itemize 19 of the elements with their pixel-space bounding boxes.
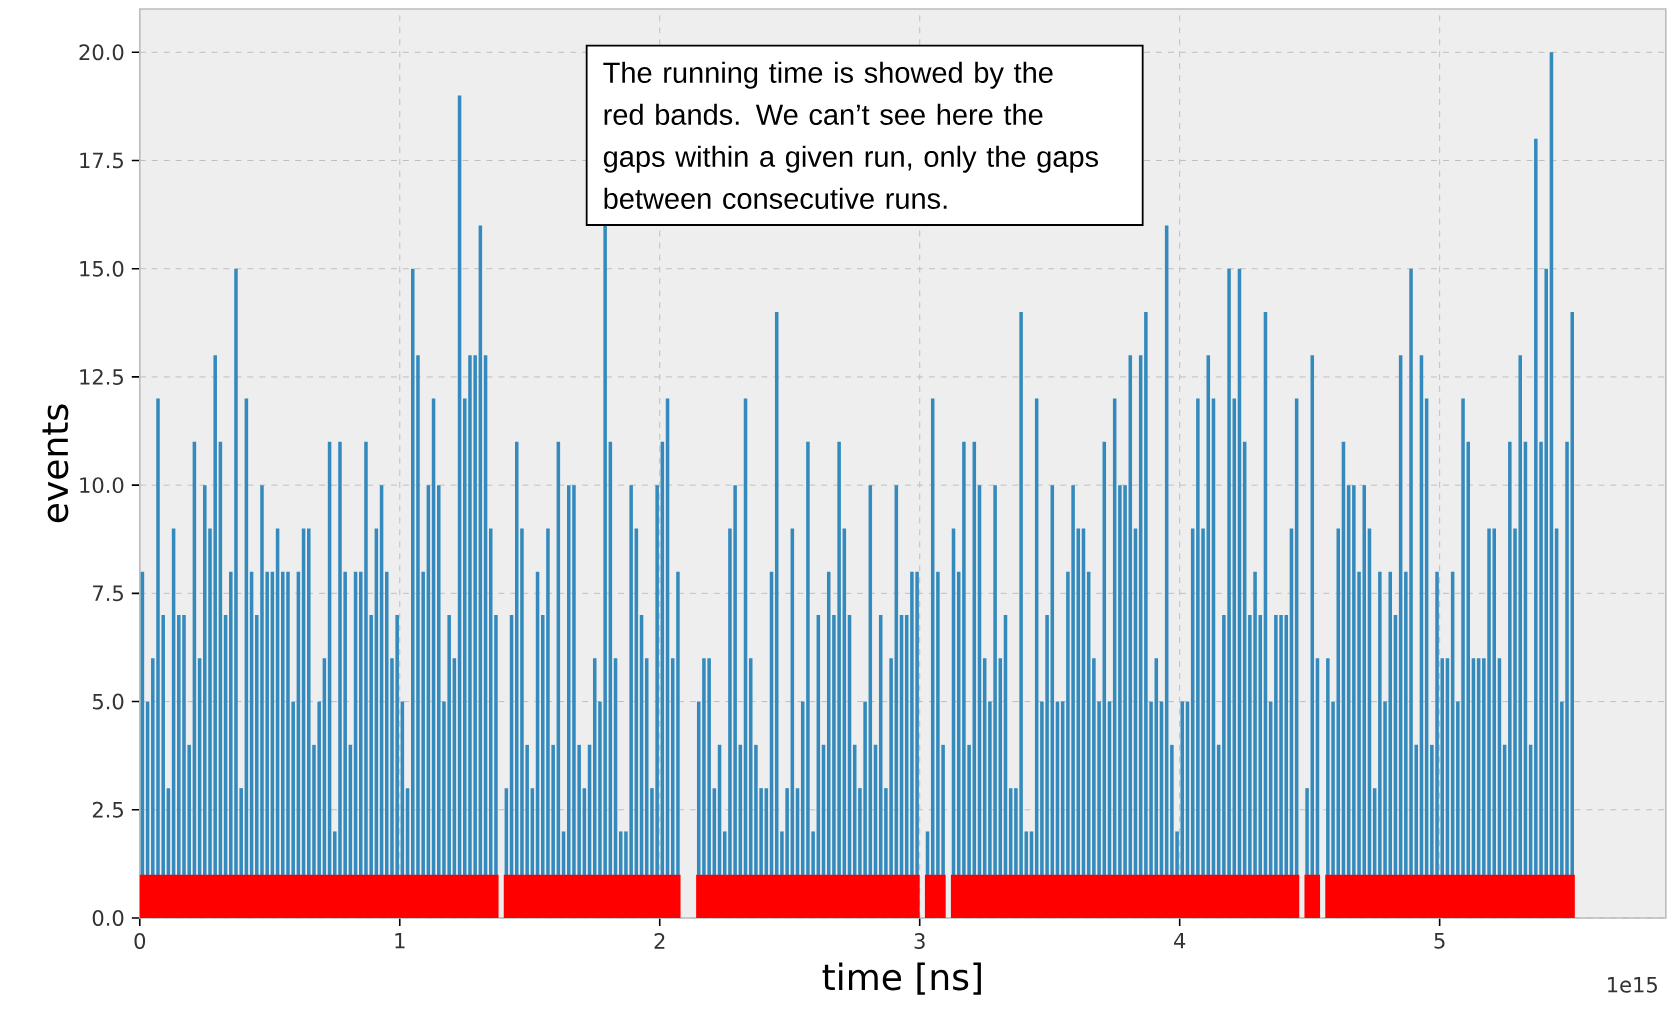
y-axis-title: events <box>42 404 69 523</box>
y-tick-label: 20.0 <box>79 44 124 61</box>
x-tick-label: 4 <box>1174 933 1186 949</box>
x-tick-label: 2 <box>654 933 665 949</box>
y-tick-label: 17.5 <box>80 152 123 169</box>
x-tick-label: 3 <box>914 933 925 949</box>
x-tick-label: 0 <box>134 933 146 949</box>
y-tick-label: 12.5 <box>80 368 123 385</box>
x-tick-label: 5 <box>1434 933 1445 949</box>
y-tick-label: 2.5 <box>92 801 123 818</box>
x-axis-title: time [ns] <box>822 962 981 995</box>
y-tick-label: 10.0 <box>80 477 124 494</box>
y-tick-label: 15.0 <box>80 260 124 277</box>
x-tick-label: 1 <box>395 933 405 949</box>
annotation: The running time is showed by the red bands. We can’t see here the gaps within a given run, only the gaps between consecutive runs. <box>603 61 1099 209</box>
y-tick-label: 7.5 <box>93 585 123 602</box>
text: 1e15 <box>1608 977 1657 993</box>
y-tick-label: 0.0 <box>92 910 124 926</box>
y-tick-label: 5.0 <box>92 693 124 710</box>
